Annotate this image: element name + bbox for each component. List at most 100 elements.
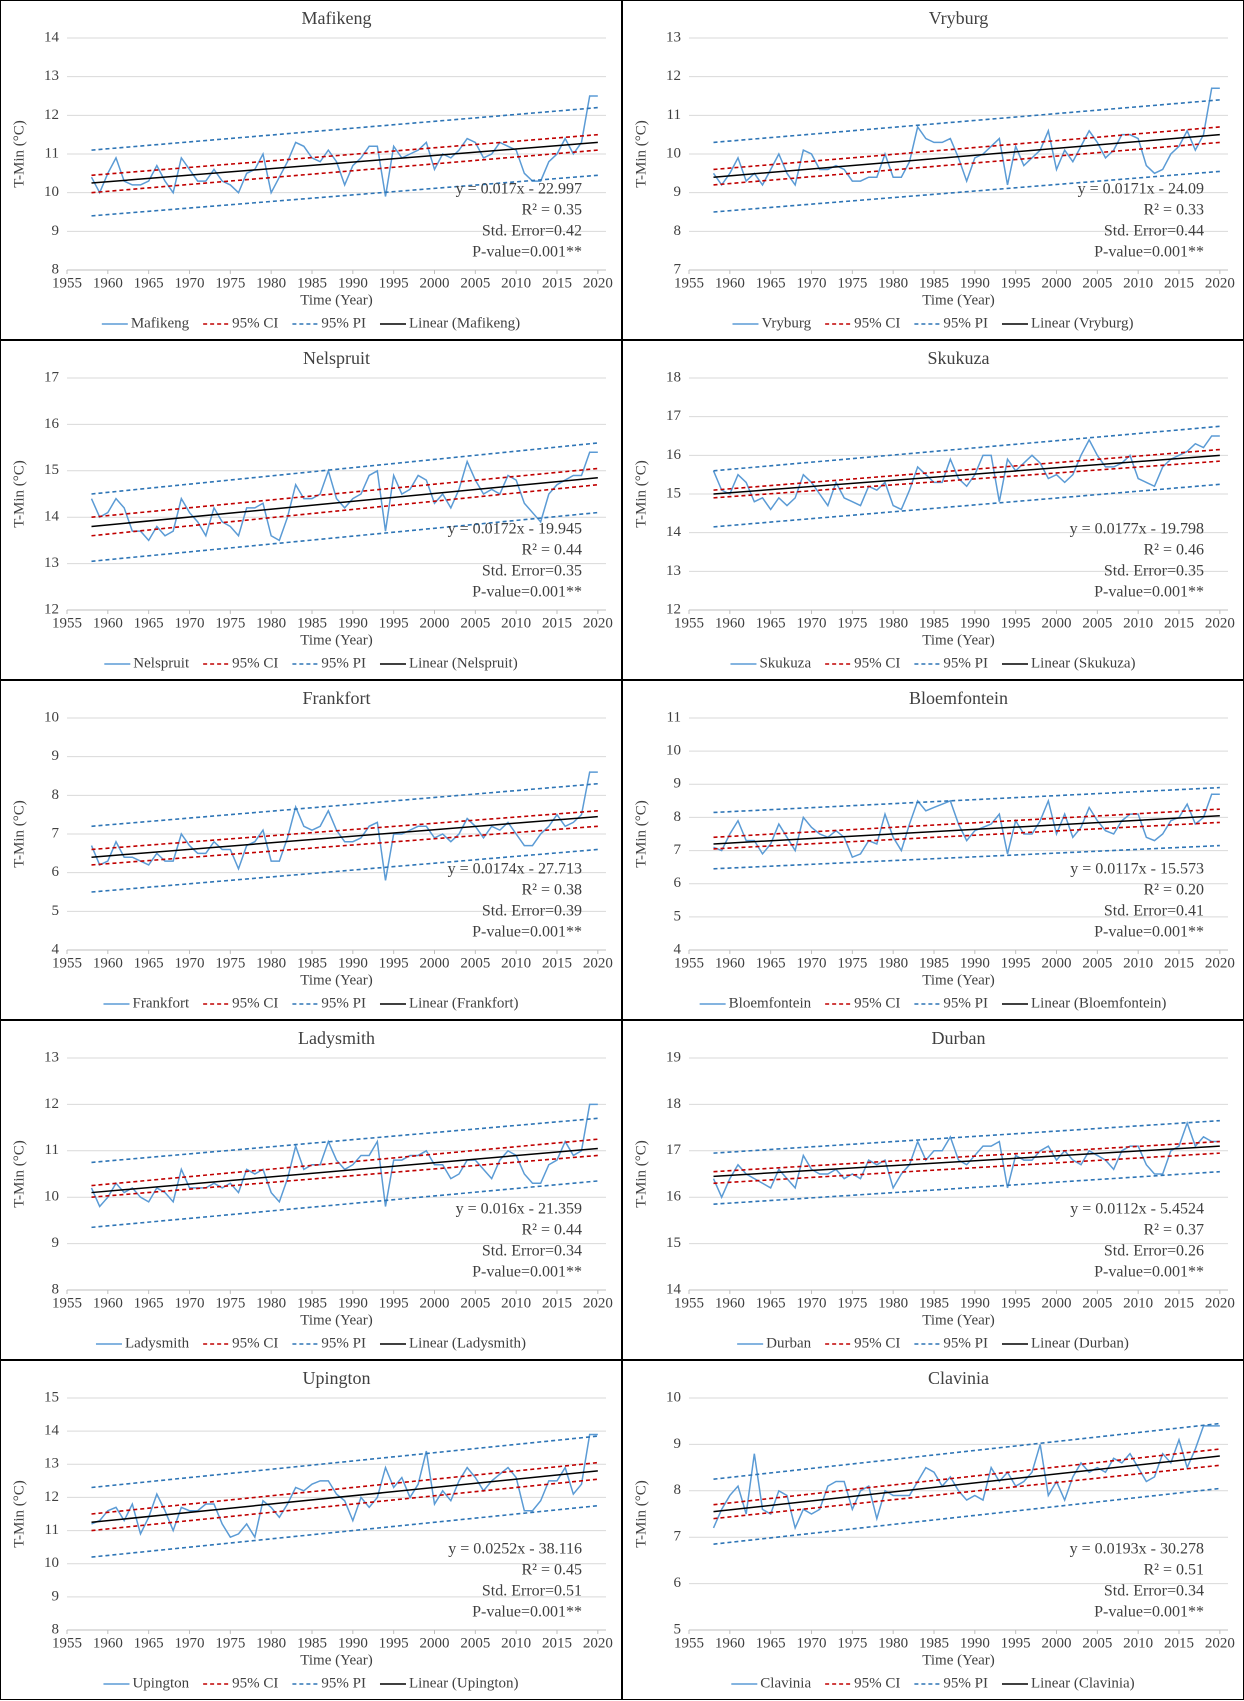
series-line [91,810,598,851]
x-tick-label: 2000 [420,1295,450,1311]
series-line [713,786,1220,814]
x-tick-label: 1960 [93,615,123,631]
x-tick-label: 1990 [960,615,990,631]
series-line [713,1140,1220,1173]
y-tick-label: 17 [666,1142,682,1158]
legend-label: Vryburg [761,315,811,331]
legend-label: 95% PI [321,315,366,331]
x-tick-label: 2005 [460,615,490,631]
y-tick-label: 8 [52,1621,60,1637]
annotation: Std. Error=0.39 [482,903,582,920]
x-tick-label: 1965 [756,1295,786,1311]
series-line [713,460,1220,499]
annotation: P-value=0.001** [1094,924,1204,941]
x-tick-label: 1955 [52,1635,82,1651]
x-tick-label: 1990 [338,1295,368,1311]
y-tick-label: 10 [666,1389,681,1405]
legend-label: Clavinia [760,1675,811,1691]
annotation: R² = 0.33 [1144,202,1205,219]
legend-label: 95% PI [943,655,988,671]
x-tick-label: 1955 [674,1295,704,1311]
x-tick-label: 1960 [715,955,745,971]
legend-label: 95% CI [232,1335,278,1351]
x-tick-label: 1990 [338,615,368,631]
series-line [91,467,598,518]
x-tick-label: 1975 [837,275,867,291]
y-tick-label: 14 [44,29,60,45]
y-tick-label: 10 [44,184,59,200]
x-tick-label: 1965 [134,1295,164,1311]
x-tick-label: 2015 [542,1295,572,1311]
x-tick-label: 2015 [542,1635,572,1651]
legend: Ladysmith 95% CI 95% PI Linear (Ladysmith) [95,1335,526,1351]
legend-label: Bloemfontein [729,995,812,1011]
y-tick-label: 4 [52,941,60,957]
y-tick-label: 11 [667,107,681,123]
legend-label: Linear (Nelspruit) [409,655,518,671]
x-tick-label: 1970 [175,615,205,631]
x-tick-label: 1970 [797,955,827,971]
panel: Clavinia 5 6 7 8 9 10 1955 1960 1965 1970 1975 1980 1… [622,1360,1244,1700]
panel-border [0,0,622,340]
x-tick-label: 2010 [1123,955,1153,971]
x-tick-label: 1980 [256,955,286,971]
y-axis-title: T-Min (°C) [11,460,27,528]
x-tick-label: 2010 [1123,275,1153,291]
series-line [91,141,598,184]
annotation: P-value=0.001** [472,1604,582,1621]
x-tick-label: 1980 [878,1635,908,1651]
x-tick-label: 2005 [1082,955,1112,971]
y-tick-label: 4 [674,941,682,957]
annotation: Std. Error=0.35 [482,563,582,580]
x-axis-title: Time (Year) [300,972,373,988]
annotation: y = 0.017x - 22.997 [456,181,582,198]
series-line [713,821,1220,850]
annotation: P-value=0.001** [1094,1264,1204,1281]
annotation: y = 0.0193x - 30.278 [1070,1541,1204,1558]
annotation: Std. Error=0.41 [1104,903,1204,920]
x-tick-label: 1970 [797,1635,827,1651]
x-tick-label: 1985 [297,1635,327,1651]
x-tick-label: 1985 [297,615,327,631]
x-tick-label: 1985 [919,955,949,971]
x-tick-label: 1990 [338,1635,368,1651]
panel: Upington 8 9 10 11 12 13 14 15 1955 1960 1965 1970 19… [0,1360,622,1700]
y-tick-label: 11 [45,145,59,161]
series-line [713,99,1220,144]
x-axis-title: Time (Year) [922,1652,995,1668]
series-line [713,1422,1220,1480]
legend: Nelspruit 95% CI 95% PI Linear (Nelspruit) [104,655,518,671]
x-tick-label: 1995 [1001,1295,1031,1311]
x-tick-label: 1985 [297,1295,327,1311]
x-tick-label: 1980 [256,275,286,291]
x-tick-label: 2010 [501,955,531,971]
legend: Vryburg 95% CI 95% PI Linear (Vryburg) [732,315,1134,331]
x-tick-label: 2010 [501,615,531,631]
x-tick-label: 2015 [542,275,572,291]
legend-label: 95% PI [943,1335,988,1351]
x-tick-label: 1970 [175,1295,205,1311]
series-line [713,454,1220,495]
legend-label: Nelspruit [133,655,190,671]
x-tick-label: 1960 [715,1295,745,1311]
x-tick-label: 1970 [797,615,827,631]
legend-label: 95% CI [854,995,900,1011]
series-line [713,844,1220,870]
x-tick-label: 1955 [52,1295,82,1311]
x-tick-label: 1995 [1001,275,1031,291]
y-tick-label: 8 [52,787,60,803]
series-line [91,1154,598,1198]
y-tick-label: 8 [674,223,682,239]
series-line [713,1152,1220,1185]
annotation: y = 0.0171x - 24.09 [1078,181,1204,198]
legend-label: 95% CI [854,1675,900,1691]
annotation: y = 0.0117x - 15.573 [1070,861,1204,878]
chart-title: Mafikeng [302,8,372,28]
x-tick-label: 1965 [134,615,164,631]
y-axis-title: T-Min (°C) [11,800,27,868]
legend-label: 95% PI [321,1335,366,1351]
legend: Upington 95% CI 95% PI Linear (Upington) [103,1675,519,1691]
x-tick-label: 2015 [1164,1295,1194,1311]
x-tick-label: 1960 [93,1295,123,1311]
x-tick-label: 1995 [1001,1635,1031,1651]
